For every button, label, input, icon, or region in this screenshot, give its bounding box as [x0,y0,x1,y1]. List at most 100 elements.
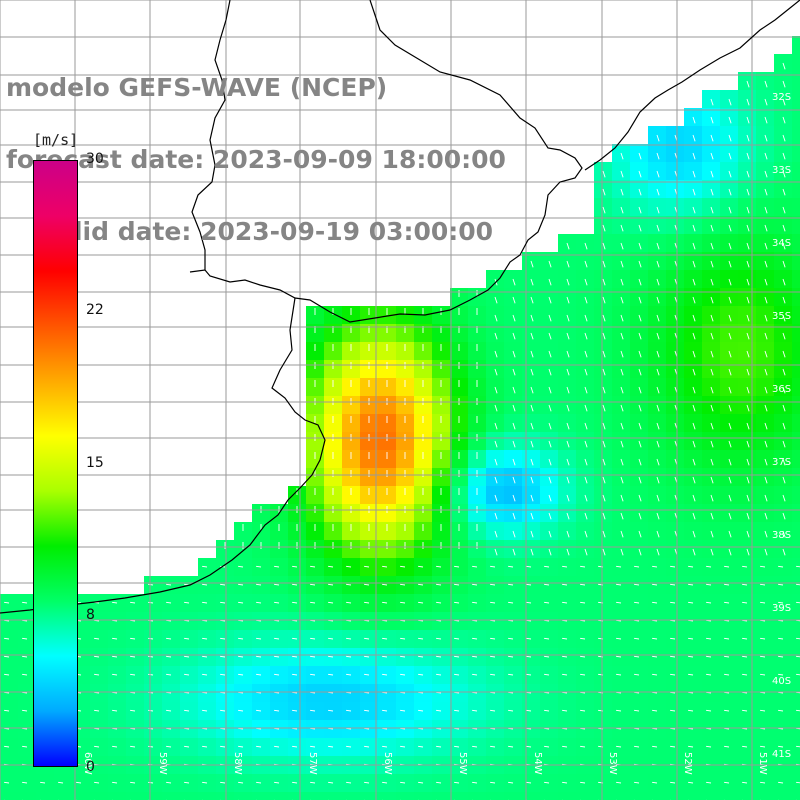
wind-arrow [688,673,694,676]
wind-arrow [634,565,640,568]
wind-arrow [130,781,136,784]
wind-arrow [638,494,642,502]
wind-arrow [652,637,658,640]
wind-arrow [292,565,298,568]
wind-speed-cell [666,792,684,800]
wind-arrow [94,781,100,784]
wind-arrow [620,530,624,538]
wind-arrow [746,206,750,214]
wind-arrow [620,260,624,268]
wind-arrow [148,601,154,604]
wind-arrow [746,116,750,124]
wind-arrow [634,709,640,712]
wind-arrow [728,440,732,448]
wind-arrow [706,601,712,604]
wind-arrow [782,80,786,88]
wind-arrow [22,709,28,712]
wind-arrow [530,404,534,412]
wind-arrow [638,170,642,178]
wind-arrow [796,745,800,748]
wind-arrow [706,565,712,568]
wind-arrow [40,781,46,784]
wind-speed-cell [792,36,800,54]
wind-arrow [692,422,696,430]
wind-arrow [638,206,642,214]
wind-arrow [764,80,768,88]
wind-speed-cell [288,792,306,800]
wind-arrow [616,583,622,586]
wind-arrow [764,170,768,178]
wind-arrow [602,494,606,502]
wind-speed-cell [126,792,144,800]
wind-arrow [472,709,478,712]
wind-arrow [638,260,642,268]
wind-arrow [130,637,136,640]
wind-arrow [544,781,550,784]
wind-arrow [692,404,696,412]
wind-speed-cell [792,684,800,702]
wind-arrow [490,601,496,604]
wind-arrow [512,368,516,376]
wind-arrow [530,458,534,466]
wind-arrow [148,655,154,658]
wind-arrow [728,368,732,376]
wind-arrow [778,745,784,748]
wind-speed-cell [198,792,216,800]
wind-arrow [764,530,768,538]
wind-arrow [764,494,768,502]
wind-arrow [724,601,730,604]
wind-arrow [710,188,714,196]
wind-arrow [616,745,622,748]
wind-arrow [742,745,748,748]
wind-arrow [746,386,750,394]
wind-arrow [130,601,136,604]
wind-arrow [494,314,498,322]
wind-arrow [512,386,516,394]
wind-arrow [184,637,190,640]
wind-arrow [778,583,784,586]
wind-speed-cell [702,792,720,800]
wind-arrow [94,745,100,748]
wind-arrow [544,601,550,604]
wind-arrow [602,548,606,556]
wind-arrow [746,296,750,304]
wind-arrow [566,314,570,322]
wind-arrow [584,242,588,250]
wind-arrow [782,512,786,520]
wind-arrow [782,62,786,70]
wind-arrow [796,565,800,568]
wind-arrow [4,709,10,712]
wind-arrow [526,565,532,568]
wind-arrow [746,224,750,232]
wind-arrow [656,548,660,556]
wind-speed-cell [594,792,612,800]
wind-speed-cell [54,792,72,800]
wind-arrow [620,458,624,466]
wind-arrow [400,565,406,568]
wind-arrow [634,781,640,784]
wind-arrow [688,745,694,748]
wind-arrow [530,314,534,322]
wind-arrow [724,709,730,712]
wind-arrow [656,278,660,286]
wind-arrow [382,583,388,586]
wind-arrow [418,745,424,748]
wind-arrow [292,637,298,640]
wind-arrow [656,368,660,376]
wind-arrow [544,745,550,748]
wind-arrow [562,565,568,568]
colorbar-unit: [m/s] [33,131,79,149]
wind-arrow [584,278,588,286]
wind-arrow [494,476,498,484]
wind-arrow [746,332,750,340]
wind-arrow [710,170,714,178]
wind-arrow [76,781,82,784]
wind-arrow [508,673,514,676]
wind-arrow [512,494,516,502]
wind-arrow [670,601,676,604]
wind-arrow [472,637,478,640]
wind-arrow [494,458,498,466]
wind-arrow [638,296,642,304]
wind-arrow [512,332,516,340]
wind-arrow [346,655,352,658]
